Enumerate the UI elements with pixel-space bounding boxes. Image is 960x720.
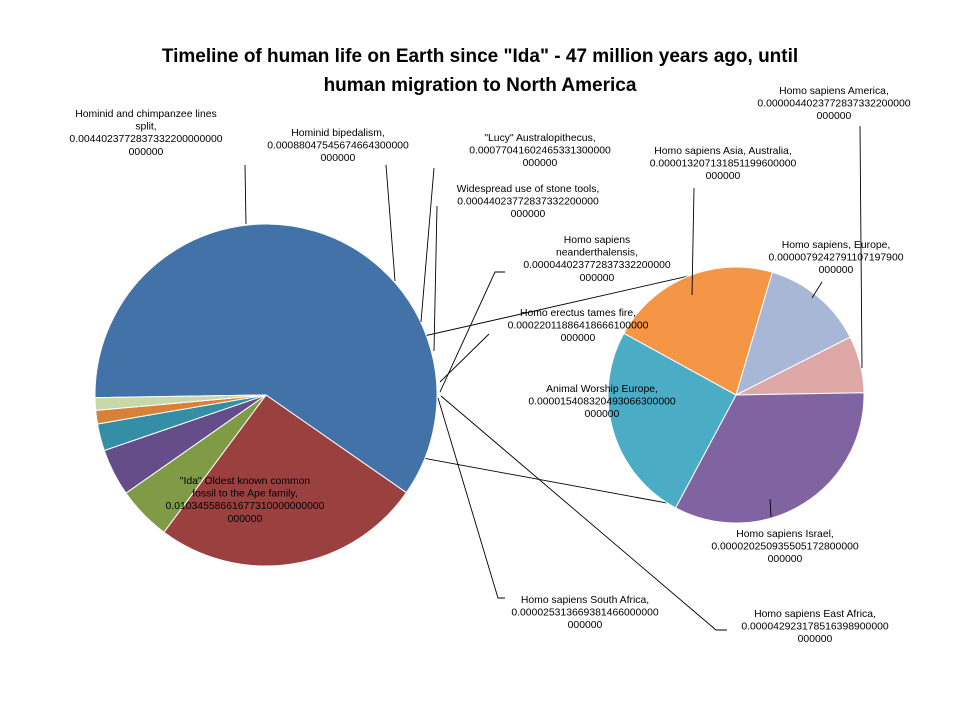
other-label-homo-sapiens-neanderthalensis-line-4: 000000 [580, 273, 615, 284]
other-label-homo-sapiens-south-africa-line-2: 0.000025313669381466000000 [511, 608, 659, 619]
main-pie-label-lucy-australopithecus-line-3: 000000 [523, 158, 558, 169]
main-pie-label-hominid-and-chimpanzee-lines-split-line-1: Hominid and chimpanzee lines [75, 109, 217, 120]
leader-homo-sapiens-asia-australia [691, 187, 695, 296]
leader-homo-erectus-tames-fire [439, 333, 490, 383]
other-label-homo-sapiens-east-africa-line-2: 0.000042923178516398900000 [741, 622, 889, 633]
other-label-homo-sapiens-neanderthalensis-line-3: 0.000044023772837332200000 [523, 260, 671, 271]
secondary-pie [607, 266, 865, 524]
main-pie-label-lucy-australopithecus-line-2: 0.00077041602465331300000 [469, 146, 611, 157]
secondary-pie-label-animal-worship-europe-line-3: 000000 [585, 409, 620, 420]
main-pie-label-hominid-and-chimpanzee-lines-split-line-4: 000000 [129, 147, 164, 158]
secondary-pie-label-homo-sapiens-europe-line-3: 000000 [819, 265, 854, 276]
main-pie-label-lucy-australopithecus-line-1: "Lucy" Australopithecus, [484, 133, 595, 144]
leader-homo-sapiens-israel [769, 498, 772, 518]
main-pie-label-ida-oldest-known-common-fossil-to-the-ape-family-line-2: fossil to the Ape family, [192, 489, 298, 500]
other-label-homo-sapiens-south-africa-line-1: Homo sapiens South Africa, [521, 595, 649, 606]
secondary-pie-label-homo-sapiens-israel: Homo sapiens Israel, 0.000020250935505172… [711, 529, 859, 565]
other-label-homo-sapiens-east-africa-line-1: Homo sapiens East Africa, [754, 609, 876, 620]
main-pie-slice-ida-oldest-known-common-fossil-to-the-ape-family [94, 223, 438, 494]
secondary-pie-label-homo-sapiens-asia-australia-line-1: Homo sapiens Asia, Australia, [654, 146, 791, 157]
main-pie-label-hominid-bipedalism-line-3: 000000 [321, 153, 356, 164]
main-pie-label-hominid-and-chimpanzee-lines-split-line-3: 0.0044023772837332200000000 [69, 134, 222, 145]
secondary-pie-label-homo-sapiens-europe: Homo sapiens, Europe, 0.00000792427911071… [768, 240, 903, 276]
leader-homo-sapiens-america [859, 125, 863, 369]
other-label-homo-sapiens-neanderthalensis: Homo sapiens neanderthalensis, 0.000044023… [523, 235, 671, 284]
secondary-pie-label-homo-sapiens-america: Homo sapiens America, 0.00000440237728373… [757, 86, 910, 122]
main-pie-label-ida-oldest-known-common-fossil-to-the-ape-family-line-1: "Ida" Oldest known common [180, 476, 311, 487]
main-pie-label-homo-erectus-tames-fire-line-1: Homo erectus tames fire, [520, 308, 636, 319]
other-label-homo-sapiens-south-africa: Homo sapiens South Africa, 0.000025313669… [511, 595, 659, 631]
data-labels: "Ida" Oldest known common fossil to the A… [69, 86, 910, 645]
secondary-pie-label-homo-sapiens-europe-line-2: 0.0000079242791107197900 [768, 253, 903, 264]
secondary-pie-label-homo-sapiens-asia-australia: Homo sapiens Asia, Australia, 0.000013207… [650, 146, 797, 182]
main-pie-label-homo-erectus-tames-fire-line-3: 000000 [561, 333, 596, 344]
secondary-pie-label-homo-sapiens-america-line-1: Homo sapiens America, [779, 86, 889, 97]
main-pie-label-homo-erectus-tames-fire: Homo erectus tames fire, 0.00022011886418… [508, 308, 649, 344]
secondary-pie-label-homo-sapiens-america-line-3: 000000 [817, 111, 852, 122]
main-pie-label-widespread-use-of-stone-tools-line-1: Widespread use of stone tools, [457, 184, 600, 195]
chart-title-line-2: human migration to North America [324, 75, 637, 96]
secondary-pie-slice-homo-sapiens-europe [735, 271, 851, 396]
main-pie-label-widespread-use-of-stone-tools-line-3: 000000 [511, 209, 546, 220]
leader-hominid-bipedalism [385, 164, 396, 282]
leader-homo-sapiens-east-africa [440, 395, 727, 631]
main-pie-slice-other [94, 394, 267, 411]
secondary-pie-label-homo-sapiens-israel-line-1: Homo sapiens Israel, [736, 529, 834, 540]
secondary-pie-label-animal-worship-europe-line-1: Animal Worship Europe, [546, 384, 658, 395]
main-pie-label-ida-oldest-known-common-fossil-to-the-ape-family-line-3: 0.01034558661677310000000000 [166, 501, 325, 512]
main-pie-label-hominid-bipedalism-line-2: 0.00088047545674664300000 [267, 141, 409, 152]
other-label-homo-sapiens-neanderthalensis-line-1: Homo sapiens [564, 235, 630, 246]
main-pie-label-hominid-bipedalism: Hominid bipedalism, 0.0008804754567466430… [267, 128, 409, 164]
secondary-pie-label-homo-sapiens-asia-australia-line-3: 000000 [706, 171, 741, 182]
secondary-pie-label-homo-sapiens-america-line-2: 0.0000044023772837332200000 [757, 99, 910, 110]
main-pie-label-widespread-use-of-stone-tools: Widespread use of stone tools, 0.00044023… [457, 184, 600, 220]
main-pie [94, 223, 438, 567]
secondary-pie-label-homo-sapiens-israel-line-2: 0.000020250935505172800000 [711, 542, 859, 553]
secondary-pie-label-homo-sapiens-europe-line-1: Homo sapiens, Europe, [782, 240, 891, 251]
secondary-pie-label-animal-worship-europe-line-2: 0.000015408320493066300000 [528, 397, 676, 408]
other-label-homo-sapiens-south-africa-line-3: 000000 [568, 620, 603, 631]
secondary-pie-label-homo-sapiens-israel-line-3: 000000 [768, 554, 803, 565]
leader-widespread-use-of-stone-tools [433, 205, 438, 352]
main-pie-label-hominid-and-chimpanzee-lines-split: Hominid and chimpanzee lines split, 0.0044… [69, 109, 222, 158]
other-label-homo-sapiens-neanderthalensis-line-2: neanderthalensis, [556, 248, 638, 259]
secondary-pie-label-animal-worship-europe: Animal Worship Europe, 0.0000154083204930… [528, 384, 676, 420]
main-pie-label-hominid-bipedalism-line-1: Hominid bipedalism, [291, 128, 385, 139]
main-pie-slice-hominid-and-chimpanzee-lines-split [163, 394, 408, 567]
main-pie-label-homo-erectus-tames-fire-line-2: 0.00022011886418666100000 [508, 321, 649, 332]
main-pie-label-ida-oldest-known-common-fossil-to-the-ape-family: "Ida" Oldest known common fossil to the A… [166, 476, 325, 525]
secondary-pie-slice-homo-sapiens-asia-australia [623, 266, 773, 396]
secondary-pie-slice-homo-sapiens-israel [674, 392, 865, 524]
leader-homo-sapiens-neanderthalensis [439, 271, 505, 393]
chart-title: Timeline of human life on Earth since "I… [162, 46, 798, 96]
leader-lucy-australopithecus [420, 167, 435, 323]
secondary-pie-slice-animal-worship-europe [607, 332, 737, 509]
leader-hominid-and-chimpanzee-lines-split [244, 164, 247, 225]
leader-homo-sapiens-europe [811, 281, 823, 299]
main-pie-label-widespread-use-of-stone-tools-line-2: 0.00044023772837332200000 [457, 197, 599, 208]
leader-homo-sapiens-south-africa [437, 397, 505, 599]
main-pie-label-ida-oldest-known-common-fossil-to-the-ape-family-line-4: 000000 [228, 514, 263, 525]
other-label-homo-sapiens-east-africa: Homo sapiens East Africa, 0.0000429231785… [741, 609, 889, 645]
main-pie-label-hominid-and-chimpanzee-lines-split-line-2: split, [135, 122, 156, 133]
other-label-homo-sapiens-east-africa-line-3: 000000 [798, 634, 833, 645]
main-pie-label-lucy-australopithecus: "Lucy" Australopithecus, 0.00077041602465… [469, 133, 611, 169]
label-leader-lines [244, 125, 863, 631]
secondary-pie-label-homo-sapiens-asia-australia-line-2: 0.000013207131851199600000 [650, 159, 797, 170]
chart-title-line-1: Timeline of human life on Earth since "I… [162, 46, 798, 67]
